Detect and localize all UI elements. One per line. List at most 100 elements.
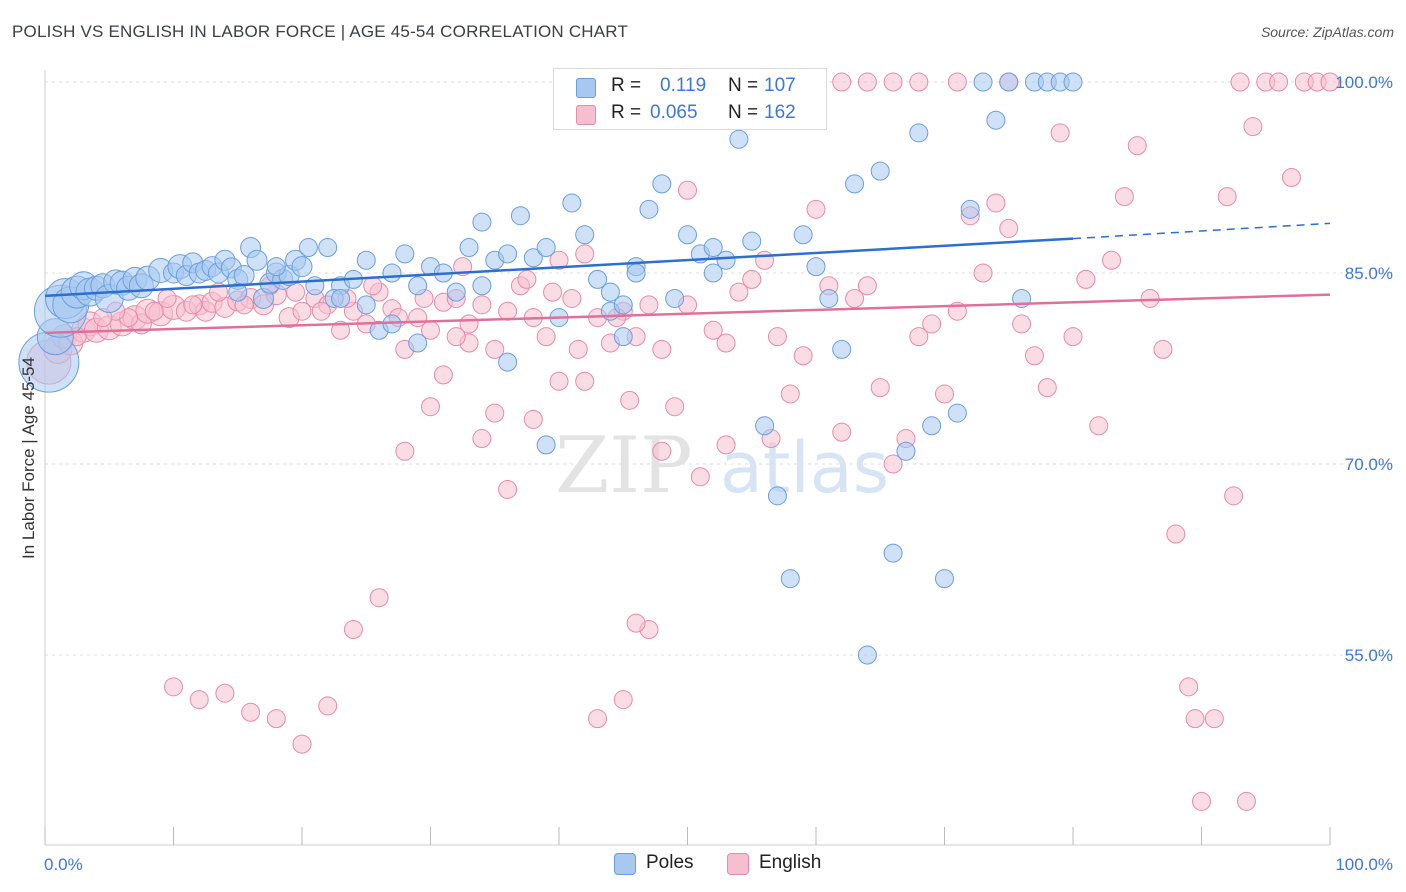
english-point xyxy=(857,72,877,92)
source-label: Source: ZipAtlas.com xyxy=(1260,24,1394,40)
english-point xyxy=(1320,72,1340,92)
poles-point xyxy=(382,263,402,283)
english-point xyxy=(523,409,543,429)
english-point xyxy=(1204,709,1224,729)
poles-point xyxy=(246,249,268,271)
poles-point xyxy=(755,416,775,436)
poles-point xyxy=(665,288,685,308)
english-point xyxy=(1166,524,1186,544)
english-point xyxy=(729,282,749,302)
y-axis-title: In Labor Force | Age 45-54 xyxy=(19,357,38,559)
english-point xyxy=(1269,72,1289,92)
english-point xyxy=(883,454,903,474)
poles-point xyxy=(510,206,530,226)
english-point xyxy=(922,314,942,334)
legend-poles-r: 0.119 xyxy=(660,75,707,96)
english-point xyxy=(909,327,929,347)
english-point xyxy=(613,690,633,710)
trend-lines xyxy=(44,222,1331,335)
english-point xyxy=(755,250,775,270)
english-point xyxy=(472,295,492,315)
english-point xyxy=(1102,250,1122,270)
english-point xyxy=(215,683,235,703)
english-point xyxy=(543,282,563,302)
english-point xyxy=(421,397,440,417)
english-trend-line xyxy=(44,293,1331,335)
poles-point xyxy=(857,645,877,665)
x-tick-label-max: 100.0% xyxy=(1335,855,1393,874)
english-point xyxy=(652,441,672,461)
poles-legend-swatch xyxy=(614,853,636,875)
english-point xyxy=(575,371,595,391)
english-point xyxy=(716,333,736,353)
english-point xyxy=(568,339,588,359)
poles-point xyxy=(356,250,376,270)
english-point xyxy=(549,250,569,270)
y-tick-labels: 55.0% 70.0% 85.0% 100.0% xyxy=(1335,73,1393,665)
english-point xyxy=(485,403,505,423)
english-point xyxy=(292,734,312,754)
poles-point xyxy=(729,129,749,149)
english-swatch xyxy=(576,105,596,125)
poles-point xyxy=(806,257,826,277)
english-point xyxy=(999,218,1019,238)
english-point xyxy=(549,371,569,391)
poles-point xyxy=(742,231,762,251)
english-point xyxy=(498,479,518,499)
watermark: ZIP atlas xyxy=(555,421,889,511)
poles-point xyxy=(459,238,479,258)
poles-point xyxy=(793,225,813,245)
english-point xyxy=(986,193,1006,213)
x-tick-label-min: 0.0% xyxy=(44,855,83,874)
y-tick-label: 55.0% xyxy=(1345,646,1393,665)
poles-point xyxy=(819,288,839,308)
english-point xyxy=(331,320,351,340)
english-point xyxy=(742,269,762,289)
y-tick-label: 70.0% xyxy=(1345,455,1393,474)
poles-point xyxy=(472,276,492,296)
english-point xyxy=(453,257,473,277)
poles-point xyxy=(832,339,852,359)
poles-point xyxy=(626,263,646,283)
poles-point xyxy=(523,248,543,268)
poles-point xyxy=(883,543,903,563)
poles-point xyxy=(291,256,313,278)
english-point xyxy=(716,435,736,455)
english-point xyxy=(189,690,209,710)
poles-point xyxy=(986,110,1006,130)
english-point xyxy=(1037,378,1057,398)
legend-poles-n: 107 xyxy=(764,75,796,96)
english-point xyxy=(1281,168,1301,187)
english-point xyxy=(1230,72,1250,92)
english-point xyxy=(369,588,389,608)
poles-point xyxy=(678,225,697,245)
english-point xyxy=(266,709,286,729)
english-point xyxy=(183,295,203,315)
poles-point xyxy=(922,416,942,436)
poles-point xyxy=(947,403,967,423)
english-point xyxy=(883,72,903,92)
poles-point xyxy=(999,72,1019,92)
english-point xyxy=(472,429,492,449)
english-point xyxy=(780,384,800,404)
english-point xyxy=(575,244,595,264)
english-point xyxy=(1236,791,1256,811)
english-point xyxy=(517,269,537,289)
poles-point xyxy=(331,288,351,308)
english-point xyxy=(241,702,261,722)
english-point xyxy=(433,365,453,385)
poles-point xyxy=(703,238,723,258)
english-point xyxy=(665,397,685,417)
grid-lines xyxy=(45,81,1395,656)
poles-point xyxy=(575,225,595,245)
poles-point xyxy=(588,269,608,289)
english-point xyxy=(588,709,608,729)
english-point xyxy=(870,378,890,398)
poles-point xyxy=(298,238,318,258)
poles-point xyxy=(845,174,865,194)
poles-point xyxy=(767,486,787,506)
english-point xyxy=(318,696,338,716)
poles-point xyxy=(562,193,582,213)
english-point xyxy=(832,72,852,92)
english-point xyxy=(1243,117,1263,137)
